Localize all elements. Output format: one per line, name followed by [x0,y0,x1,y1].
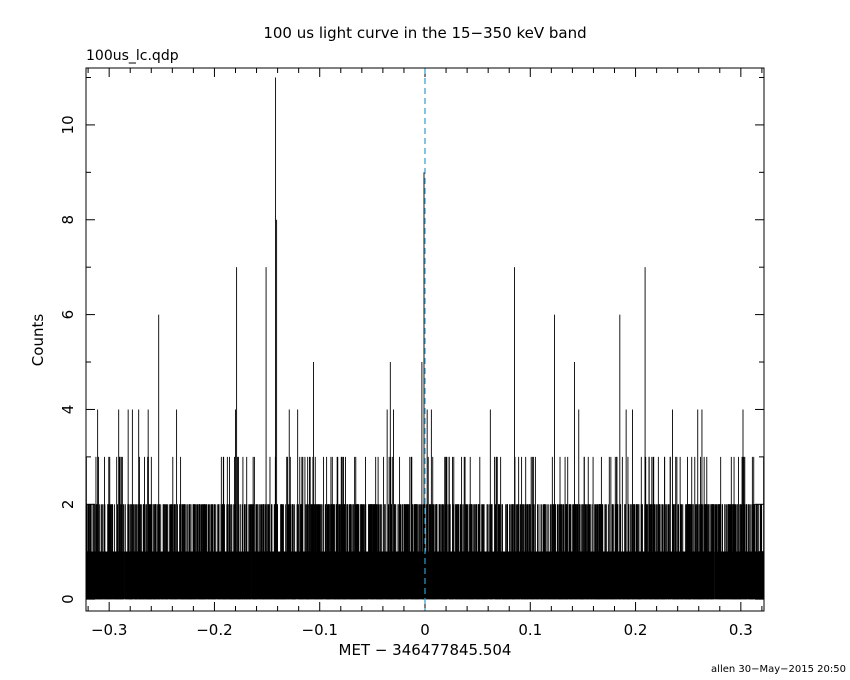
y-axis-label: Counts [29,314,47,367]
x-tick-label: 0 [420,621,430,639]
file-label: 100us_lc.qdp [86,48,179,64]
x-tick-label: −0.3 [91,621,127,639]
x-tick-label: −0.2 [196,621,232,639]
x-tick-label: −0.1 [302,621,338,639]
x-tick-label: 0.3 [729,621,753,639]
y-tick-label: 6 [59,310,77,320]
plot-frame [85,67,765,612]
y-tick-label: 4 [59,405,77,415]
ticks-group: −0.3 −0.2 −0.1 0 0.1 0.2 0.3 0 2 4 6 8 10 [59,68,764,639]
x-tick-label: 0.1 [518,621,542,639]
footer-stamp: allen 30−May−2015 20:50 [711,664,846,675]
x-tick-label: 0.2 [624,621,648,639]
y-tick-label: 10 [59,115,77,134]
y-tick-label: 0 [59,594,77,604]
bars-group [85,77,765,600]
y-tick-label: 8 [59,215,77,225]
x-axis-label: MET − 346477845.504 [339,641,512,659]
y-tick-label: 2 [59,500,77,510]
chart-title: 100 us light curve in the 15−350 keV ban… [263,24,586,42]
